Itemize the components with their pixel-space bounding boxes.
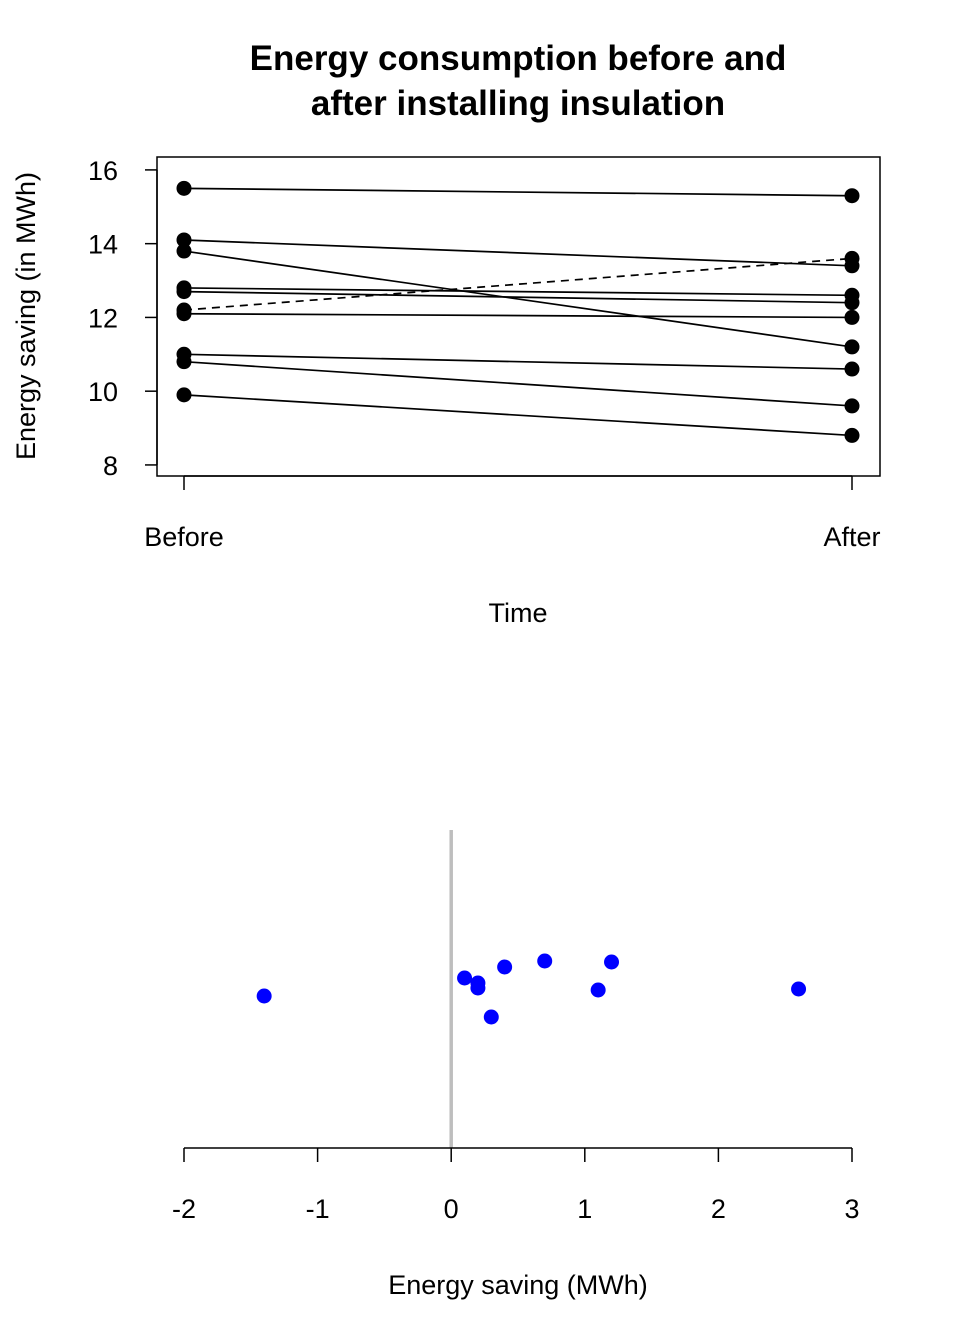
x-tick-label: After — [823, 522, 880, 552]
point — [176, 243, 192, 259]
point — [457, 970, 473, 986]
point — [844, 309, 860, 325]
y-tick-label: 12 — [88, 303, 118, 333]
point — [176, 387, 192, 403]
series-line — [183, 360, 853, 407]
y-tick-label: 16 — [88, 156, 118, 186]
point — [176, 284, 192, 300]
series-line — [183, 290, 853, 304]
series-line — [183, 187, 853, 197]
x-tick-label: 1 — [577, 1194, 592, 1224]
point — [176, 180, 192, 196]
x-tick-label: -2 — [172, 1194, 196, 1224]
y-axis-label: Energy saving (in MWh) — [11, 172, 41, 460]
series-line — [183, 250, 853, 348]
point — [497, 959, 513, 975]
point — [176, 232, 192, 248]
point — [844, 188, 860, 204]
chart-title: after installing insulation — [311, 84, 725, 123]
point — [844, 427, 860, 443]
chart-title: Energy consumption before and — [250, 39, 787, 78]
point — [844, 250, 860, 266]
point — [844, 361, 860, 377]
y-tick-label: 14 — [88, 230, 118, 260]
point — [844, 339, 860, 355]
point — [256, 988, 272, 1004]
x-tick-label: -1 — [306, 1194, 330, 1224]
series-line — [183, 287, 853, 297]
point — [176, 354, 192, 370]
series-line — [183, 312, 853, 319]
series-line — [183, 239, 853, 267]
y-tick-label: 10 — [88, 377, 118, 407]
x-tick-label: Before — [144, 522, 224, 552]
point — [483, 1009, 499, 1025]
point — [844, 398, 860, 414]
point — [537, 953, 553, 969]
x-tick-label: 0 — [444, 1194, 459, 1224]
point — [844, 295, 860, 311]
x-axis-label: Energy saving (MWh) — [388, 1270, 648, 1300]
point — [470, 980, 486, 996]
point — [176, 306, 192, 322]
point — [791, 981, 807, 997]
x-tick-label: 3 — [844, 1194, 859, 1224]
series-line — [183, 353, 853, 370]
x-axis-label: Time — [489, 598, 548, 628]
x-tick-label: 2 — [711, 1194, 726, 1224]
y-tick-label: 8 — [103, 451, 118, 481]
point — [604, 954, 620, 970]
series-line — [183, 394, 853, 437]
point — [590, 982, 606, 998]
